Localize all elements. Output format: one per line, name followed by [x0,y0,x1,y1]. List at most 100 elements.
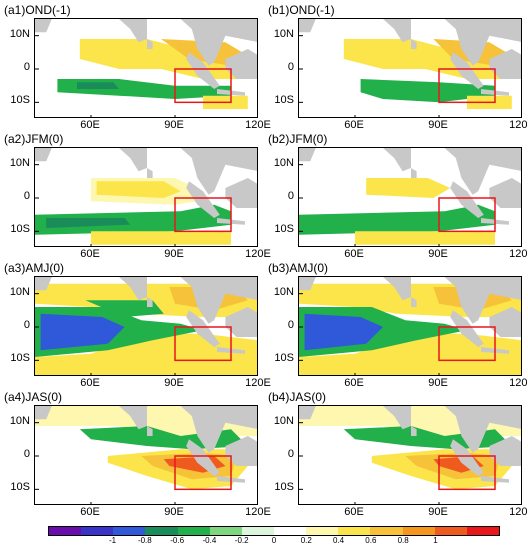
y-tick-label: 0 [23,61,30,73]
x-tick-label: 120E [509,506,528,518]
sri-lanka-landmass [411,168,417,178]
map-plot-area [34,405,258,505]
borneo-landmass [225,436,257,466]
study-region-box [174,68,232,104]
colorbar-swatch [81,527,114,535]
africa-landmass [35,148,52,162]
india-landmass [383,406,411,430]
borneo-landmass [489,49,521,79]
x-tick-label: 90E [164,506,184,518]
anomaly-map [35,406,257,504]
anomaly-map [299,148,521,246]
map-plot-area [298,405,522,505]
x-tick-label: 90E [164,119,184,131]
sumatra-landmass [186,52,220,89]
colorbar [48,526,500,536]
colorbar-swatch [273,527,307,535]
y-tick-label: 10N [9,285,30,298]
y-tick-label: 0 [23,319,30,331]
panel-title: (b1)OND(-1) [268,3,335,17]
study-region-box [174,326,232,362]
anomaly-map [299,406,521,504]
anomaly-region [304,313,383,351]
colorbar-swatch [306,527,339,535]
colorbar-label: -0.2 [234,536,249,545]
southeast-asia-landmass [444,406,521,453]
x-tick-label: 60E [80,119,100,131]
x-tick-label: 90E [428,506,448,518]
y-tick-label: 10N [9,156,30,169]
anomaly-region [85,300,164,317]
map-panel: (a4)JAS(0) 10N 0 10S 60E 90E 120E [0,387,271,523]
india-landmass [119,19,147,43]
y-tick-label: 10S [10,94,30,107]
x-tick-label: 90E [428,119,448,131]
panel-title: (a4)JAS(0) [4,390,63,404]
southeast-asia-landmass [180,406,257,453]
anomaly-map [299,19,521,117]
sumatra-landmass [186,181,220,218]
x-tick-label: 90E [164,248,184,260]
africa-landmass [299,277,316,291]
map-plot-area [34,147,258,247]
colorbar-label: -1 [109,536,117,545]
southeast-asia-landmass [444,148,521,195]
y-tick-label: 10N [9,27,30,40]
study-region-box [438,68,496,104]
x-tick-label: 120E [509,377,528,389]
x-tick-label: 90E [428,248,448,260]
borneo-landmass [489,436,521,466]
y-tick-label: 10N [273,156,294,169]
colorbar-swatch [241,527,274,535]
anomaly-region [299,204,495,235]
africa-landmass [299,148,316,162]
study-region-box [174,455,232,491]
x-tick-label: 60E [344,248,364,260]
study-region-box [438,455,496,491]
southeast-asia-landmass [180,19,257,66]
x-tick-label: 120E [245,506,271,518]
x-tick-label: 120E [245,248,271,260]
x-tick-label: 60E [80,506,100,518]
africa-landmass [35,406,52,420]
sumatra-landmass [450,181,484,218]
anomaly-region [355,231,495,245]
map-panel: (b2)JFM(0) 10N 0 10S 60E 90E 120E [264,129,528,265]
map-plot-area [298,276,522,376]
y-tick-label: 10N [9,414,30,427]
y-tick-label: 0 [23,190,30,202]
anomaly-region [77,82,119,89]
borneo-landmass [225,178,257,208]
panel-title: (b3)AMJ(0) [268,261,329,275]
y-tick-label: 10S [274,94,294,107]
colorbar-label: -0.6 [170,536,185,545]
colorbar-label: 0.2 [300,536,312,545]
x-tick-label: 90E [428,377,448,389]
colorbar-swatch [466,527,499,535]
panel-title: (a3)AMJ(0) [4,261,65,275]
map-plot-area [34,18,258,118]
anomaly-map [35,19,257,117]
africa-landmass [299,406,316,420]
y-tick-label: 0 [287,190,294,202]
africa-landmass [299,19,316,33]
sri-lanka-landmass [411,297,417,307]
sri-lanka-landmass [147,426,153,436]
x-tick-label: 120E [245,377,271,389]
anomaly-region [366,178,451,198]
colorbar-label: 0 [271,536,277,545]
map-plot-area [298,147,522,247]
panel-title: (a2)JFM(0) [4,132,64,146]
anomaly-region [91,231,231,245]
sri-lanka-landmass [411,426,417,436]
colorbar-label: -0.8 [137,536,152,545]
y-tick-label: 10S [274,481,294,494]
anomaly-region [299,333,521,375]
map-plot-area [34,276,258,376]
colorbar-label: 0.8 [397,536,409,545]
x-tick-label: 60E [80,248,100,260]
colorbar-swatch [49,527,82,535]
anomaly-region [46,218,131,228]
india-landmass [383,148,411,172]
x-tick-label: 120E [245,119,271,131]
